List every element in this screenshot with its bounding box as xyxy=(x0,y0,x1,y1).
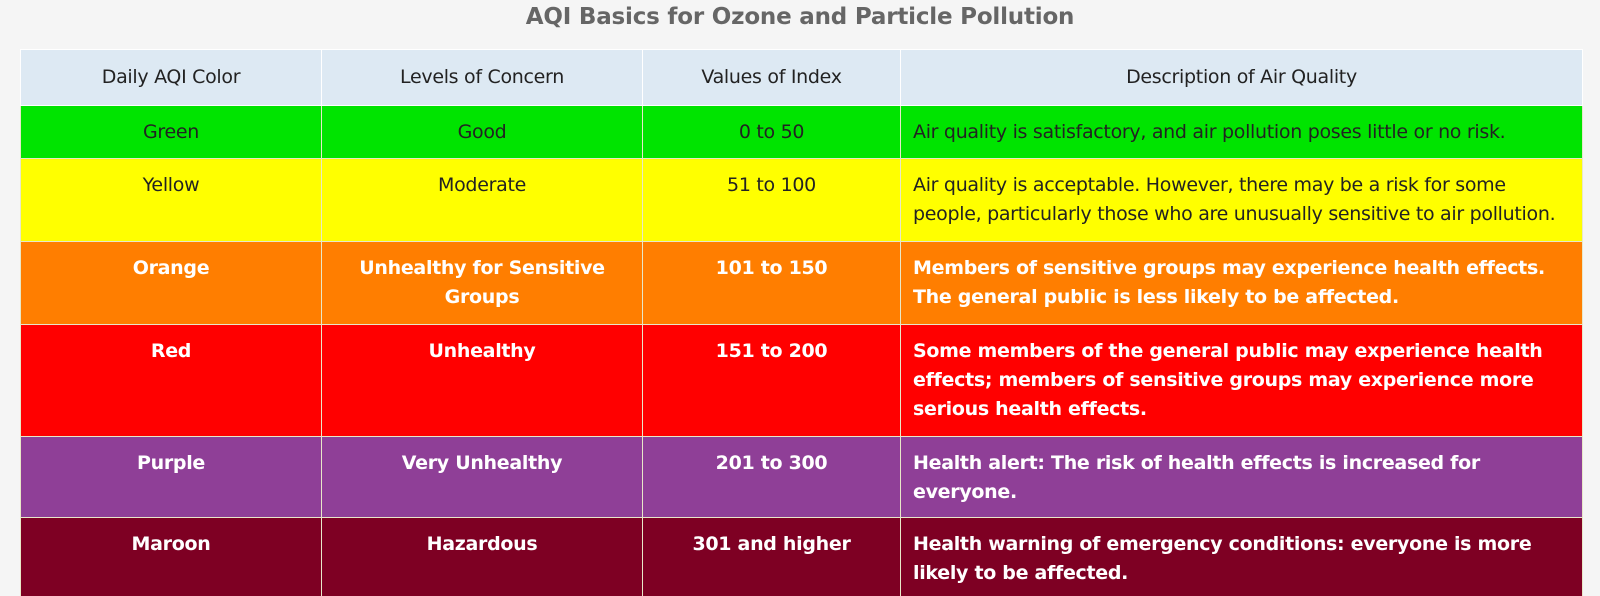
aqi-table: Daily AQI Color Levels of Concern Values… xyxy=(20,49,1583,596)
page-title: AQI Basics for Ozone and Particle Pollut… xyxy=(525,4,1075,30)
table-row-green: Green Good 0 to 50 Air quality is satisf… xyxy=(20,105,1583,159)
cell-level: Moderate xyxy=(321,158,643,242)
cell-values: 201 to 300 xyxy=(642,436,901,518)
cell-description: Health alert: The risk of health effects… xyxy=(900,436,1583,518)
cell-description: Health warning of emergency conditions: … xyxy=(900,517,1583,596)
cell-values: 151 to 200 xyxy=(642,324,901,437)
table-row-yellow: Yellow Moderate 51 to 100 Air quality is… xyxy=(20,158,1583,242)
table-row-purple: Purple Very Unhealthy 201 to 300 Health … xyxy=(20,436,1583,518)
header-daily-aqi-color: Daily AQI Color xyxy=(20,49,322,106)
cell-values: 0 to 50 xyxy=(642,105,901,159)
table-row-red: Red Unhealthy 151 to 200 Some members of… xyxy=(20,324,1583,437)
cell-level: Unhealthy for Sensitive Groups xyxy=(321,241,643,325)
cell-values: 51 to 100 xyxy=(642,158,901,242)
cell-level: Very Unhealthy xyxy=(321,436,643,518)
cell-color: Purple xyxy=(20,436,322,518)
cell-description: Some members of the general public may e… xyxy=(900,324,1583,437)
header-description-of-air-quality: Description of Air Quality xyxy=(900,49,1583,106)
table-row-maroon: Maroon Hazardous 301 and higher Health w… xyxy=(20,517,1583,596)
cell-color: Green xyxy=(20,105,322,159)
cell-color: Yellow xyxy=(20,158,322,242)
cell-description: Air quality is satisfactory, and air pol… xyxy=(900,105,1583,159)
header-values-of-index: Values of Index xyxy=(642,49,901,106)
cell-level: Hazardous xyxy=(321,517,643,596)
table-header-row: Daily AQI Color Levels of Concern Values… xyxy=(20,49,1583,106)
cell-color: Red xyxy=(20,324,322,437)
table-row-orange: Orange Unhealthy for Sensitive Groups 10… xyxy=(20,241,1583,325)
cell-color: Orange xyxy=(20,241,322,325)
cell-description: Air quality is acceptable. However, ther… xyxy=(900,158,1583,242)
cell-level: Good xyxy=(321,105,643,159)
cell-values: 101 to 150 xyxy=(642,241,901,325)
header-levels-of-concern: Levels of Concern xyxy=(321,49,643,106)
aqi-table-container: Daily AQI Color Levels of Concern Values… xyxy=(20,49,1583,596)
cell-description: Members of sensitive groups may experien… xyxy=(900,241,1583,325)
cell-level: Unhealthy xyxy=(321,324,643,437)
cell-values: 301 and higher xyxy=(642,517,901,596)
cell-color: Maroon xyxy=(20,517,322,596)
